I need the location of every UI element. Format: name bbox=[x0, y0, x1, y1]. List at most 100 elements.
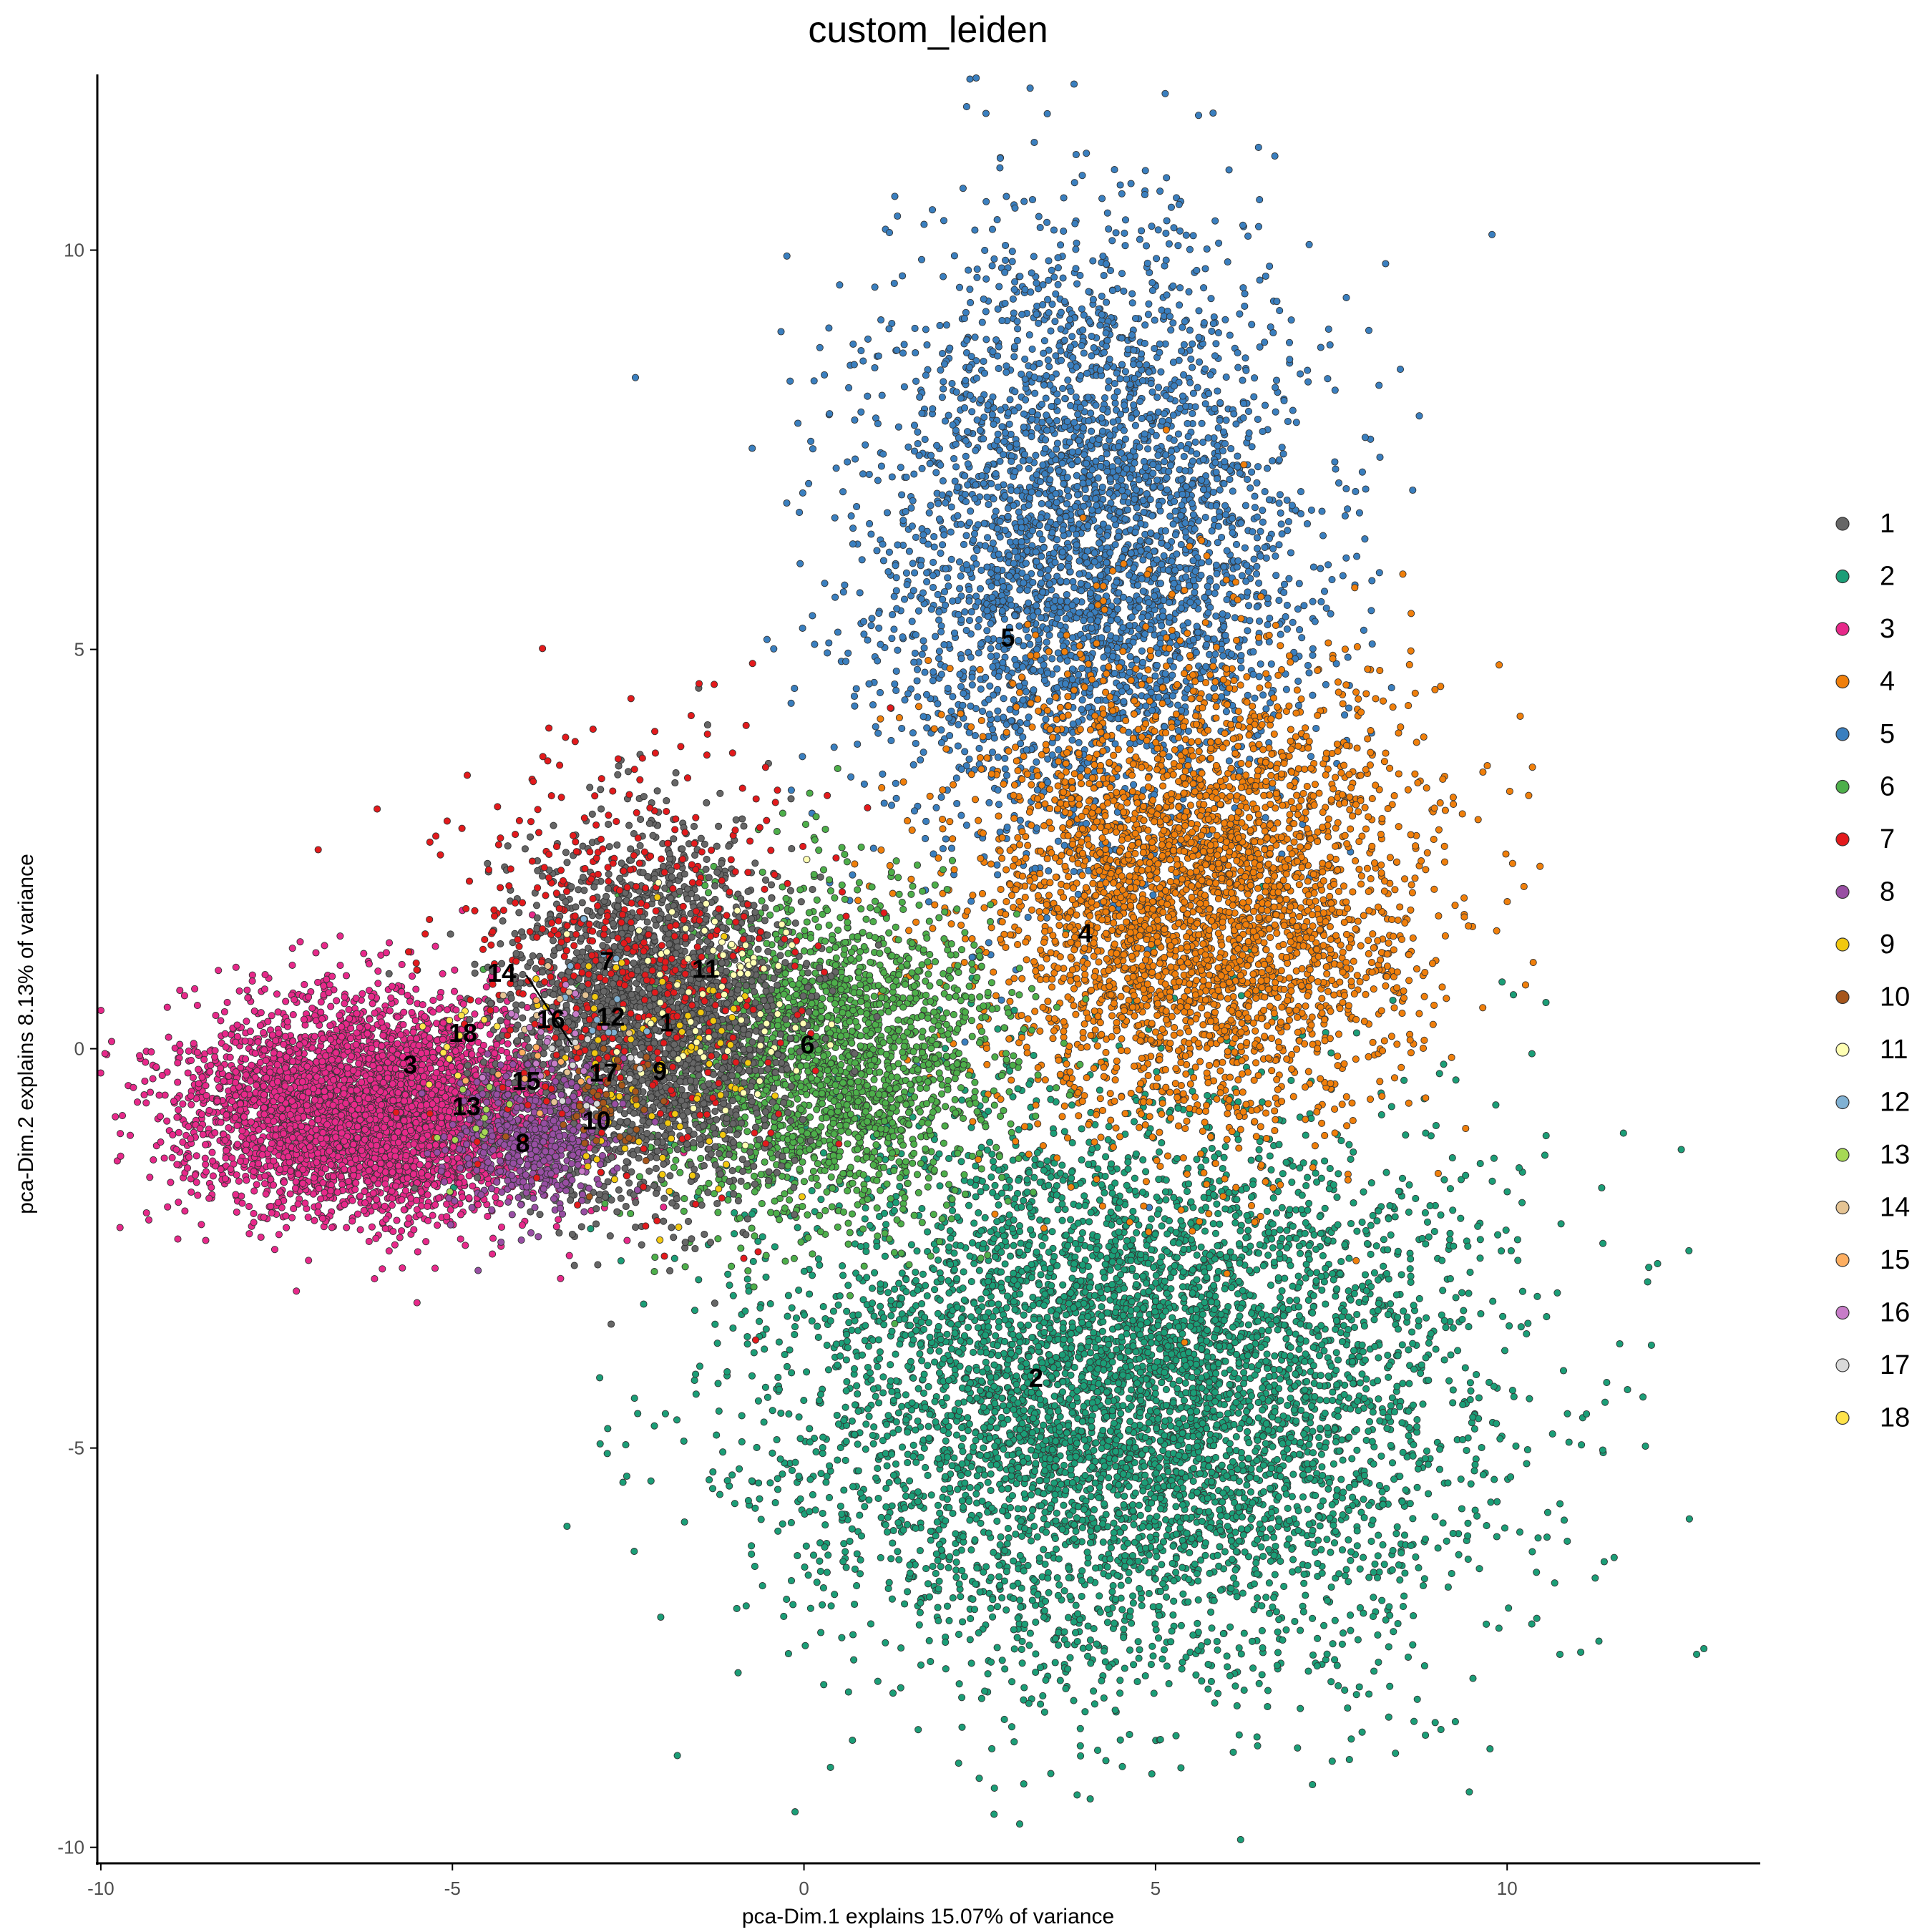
point bbox=[1473, 1512, 1481, 1520]
point bbox=[1232, 1350, 1241, 1358]
point bbox=[1027, 1537, 1035, 1545]
point bbox=[1320, 1621, 1328, 1629]
point bbox=[1067, 1465, 1075, 1473]
point bbox=[1204, 1661, 1212, 1669]
point bbox=[1226, 1390, 1234, 1397]
point bbox=[1075, 1483, 1083, 1491]
point bbox=[891, 1285, 899, 1293]
point bbox=[657, 1613, 665, 1621]
point bbox=[1332, 1438, 1340, 1446]
point bbox=[755, 1479, 763, 1487]
point bbox=[1143, 1319, 1151, 1327]
point bbox=[1362, 1295, 1370, 1303]
point bbox=[924, 1228, 932, 1236]
point bbox=[1444, 1583, 1452, 1591]
point bbox=[874, 1465, 882, 1473]
point bbox=[1345, 1254, 1353, 1262]
point bbox=[1254, 1317, 1262, 1325]
point bbox=[1315, 1433, 1323, 1441]
point bbox=[1060, 1128, 1068, 1136]
point bbox=[1131, 1489, 1139, 1497]
point bbox=[848, 1525, 856, 1533]
point bbox=[1113, 1473, 1121, 1481]
point bbox=[1335, 1447, 1343, 1455]
point bbox=[1220, 1401, 1229, 1409]
point bbox=[1132, 1272, 1141, 1280]
point bbox=[1406, 1500, 1414, 1508]
point bbox=[1501, 1347, 1509, 1355]
point bbox=[1317, 1546, 1325, 1553]
point bbox=[1325, 1478, 1334, 1486]
point bbox=[1001, 1260, 1009, 1268]
point bbox=[795, 1413, 803, 1421]
point bbox=[1246, 1402, 1254, 1410]
point bbox=[1214, 1267, 1222, 1275]
point bbox=[1038, 1241, 1046, 1249]
point bbox=[1060, 1501, 1068, 1509]
point bbox=[1144, 1349, 1152, 1357]
point bbox=[1075, 1202, 1083, 1210]
point bbox=[973, 1394, 981, 1402]
point bbox=[1496, 1435, 1504, 1443]
point bbox=[1247, 1516, 1255, 1523]
point bbox=[901, 1504, 909, 1512]
point bbox=[1106, 1428, 1114, 1435]
point bbox=[964, 1323, 972, 1332]
point bbox=[1017, 1517, 1025, 1525]
point bbox=[949, 1594, 957, 1602]
point bbox=[1459, 1435, 1467, 1444]
point bbox=[957, 1593, 965, 1601]
point bbox=[1254, 1436, 1262, 1445]
point bbox=[1309, 1292, 1317, 1299]
point bbox=[1207, 1298, 1215, 1306]
point bbox=[1277, 1473, 1284, 1480]
point bbox=[833, 1411, 841, 1420]
point bbox=[1307, 1115, 1315, 1123]
point bbox=[1350, 1199, 1357, 1207]
point bbox=[884, 1412, 892, 1420]
point bbox=[946, 1226, 954, 1235]
point bbox=[959, 1434, 967, 1443]
point bbox=[1274, 1649, 1282, 1657]
point bbox=[915, 1621, 923, 1629]
point bbox=[1302, 1131, 1309, 1139]
point bbox=[1129, 1592, 1137, 1600]
point bbox=[1543, 1508, 1552, 1516]
point bbox=[1241, 1548, 1249, 1556]
point bbox=[1375, 1481, 1384, 1490]
point bbox=[1091, 1700, 1098, 1708]
point bbox=[1160, 1329, 1169, 1337]
point bbox=[1028, 1274, 1035, 1282]
point bbox=[1008, 1678, 1016, 1686]
point bbox=[1319, 1471, 1327, 1480]
point bbox=[1319, 1497, 1327, 1505]
point bbox=[921, 1403, 930, 1411]
point bbox=[1341, 1241, 1349, 1249]
point bbox=[1070, 1618, 1078, 1626]
point bbox=[1235, 1489, 1243, 1497]
point bbox=[1542, 1132, 1550, 1140]
point bbox=[1085, 1644, 1093, 1652]
point bbox=[670, 1254, 678, 1262]
point bbox=[1240, 1369, 1248, 1377]
point bbox=[1309, 1428, 1317, 1435]
point bbox=[865, 1413, 873, 1420]
point bbox=[1347, 1548, 1355, 1556]
point bbox=[924, 1382, 932, 1390]
point bbox=[774, 1485, 782, 1493]
point bbox=[914, 1498, 922, 1506]
point bbox=[926, 1333, 934, 1341]
point bbox=[1193, 1252, 1201, 1259]
point bbox=[1281, 1274, 1289, 1282]
point bbox=[935, 1150, 943, 1158]
point bbox=[1352, 1691, 1360, 1699]
point bbox=[1397, 1271, 1405, 1279]
point bbox=[967, 1546, 975, 1554]
point bbox=[1073, 1394, 1080, 1402]
point bbox=[1092, 1564, 1100, 1572]
point bbox=[849, 1631, 857, 1639]
point bbox=[751, 1504, 759, 1512]
point bbox=[1114, 1386, 1122, 1394]
point bbox=[1033, 1533, 1041, 1541]
point bbox=[960, 1573, 968, 1581]
